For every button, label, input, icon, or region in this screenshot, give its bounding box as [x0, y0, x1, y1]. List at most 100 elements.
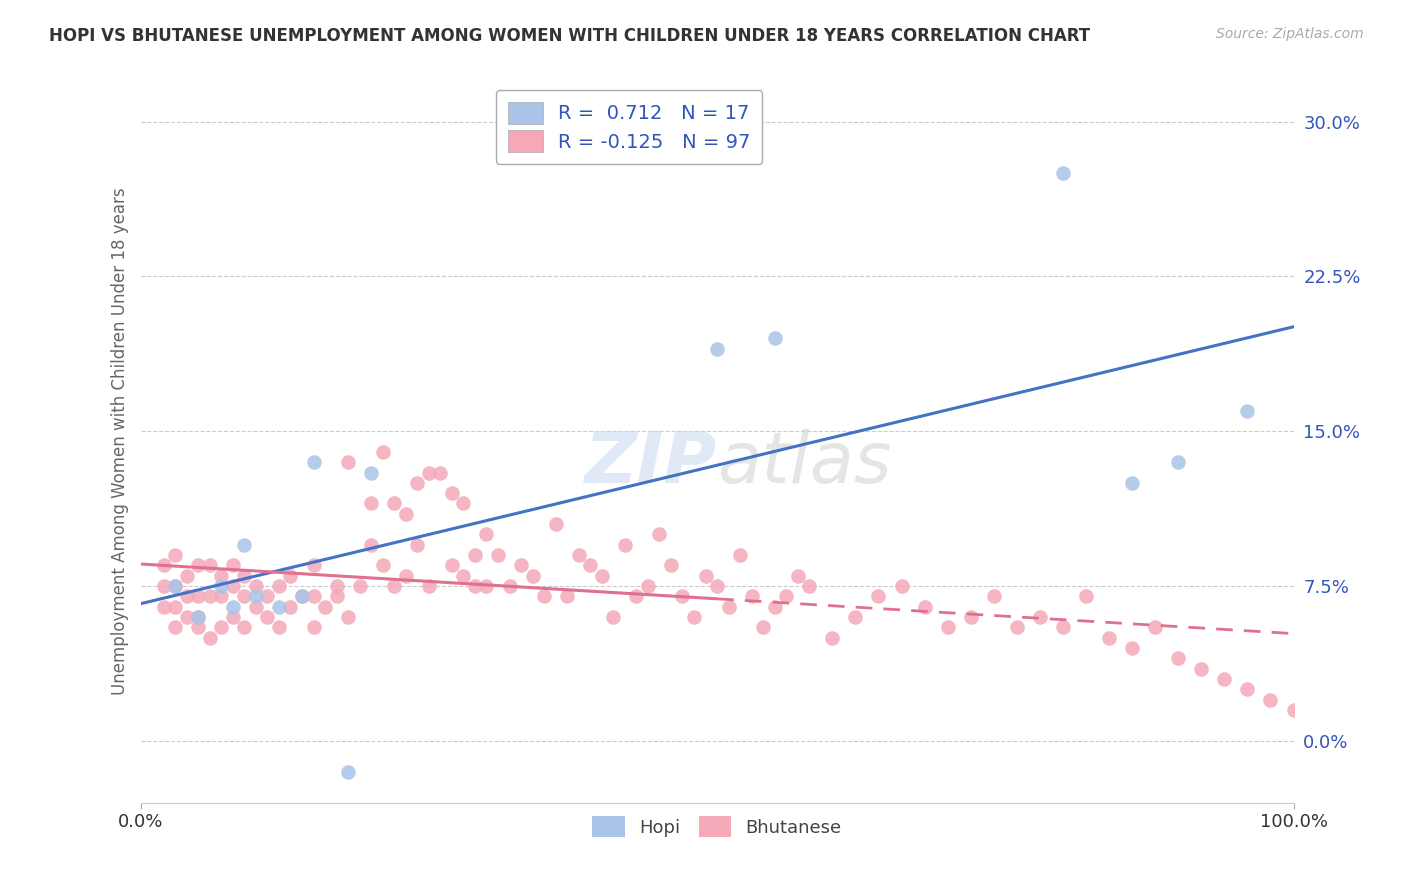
Point [187, 590, 209, 604]
Point [198, 590, 221, 604]
Point [486, 548, 509, 562]
Point [453, 568, 475, 582]
Point [382, 579, 405, 593]
Point [395, 568, 418, 582]
Point [165, 620, 187, 634]
Point [637, 579, 659, 593]
Point [222, 610, 245, 624]
Point [267, 599, 290, 614]
Point [626, 590, 648, 604]
Point [395, 507, 418, 521]
Point [233, 590, 256, 604]
Point [1144, 620, 1167, 634]
Point [429, 466, 451, 480]
Point [245, 599, 267, 614]
Point [475, 579, 498, 593]
Point [475, 527, 498, 541]
Point [464, 579, 486, 593]
Point [302, 455, 325, 469]
Point [440, 486, 463, 500]
Point [1052, 620, 1074, 634]
Point [406, 475, 429, 490]
Point [337, 764, 360, 779]
Point [1005, 620, 1028, 634]
Point [1236, 403, 1258, 417]
Point [209, 579, 232, 593]
Point [165, 599, 187, 614]
Point [176, 568, 198, 582]
Point [799, 579, 821, 593]
Point [280, 599, 302, 614]
Point [325, 590, 347, 604]
Point [267, 579, 290, 593]
Point [648, 527, 671, 541]
Point [209, 568, 232, 582]
Point [522, 568, 544, 582]
Point [498, 579, 520, 593]
Point [1052, 166, 1074, 180]
Point [187, 610, 209, 624]
Point [245, 590, 267, 604]
Point [1236, 682, 1258, 697]
Text: ZIP: ZIP [585, 429, 717, 498]
Point [198, 631, 221, 645]
Point [187, 610, 209, 624]
Point [568, 548, 591, 562]
Point [775, 590, 797, 604]
Point [360, 466, 382, 480]
Point [695, 568, 717, 582]
Point [579, 558, 602, 573]
Point [418, 579, 440, 593]
Point [453, 496, 475, 510]
Point [1260, 692, 1282, 706]
Point [406, 538, 429, 552]
Point [302, 558, 325, 573]
Point [613, 538, 636, 552]
Point [1167, 455, 1189, 469]
Point [1029, 610, 1052, 624]
Point [152, 558, 174, 573]
Point [233, 620, 256, 634]
Point [152, 599, 174, 614]
Point [176, 590, 198, 604]
Point [418, 466, 440, 480]
Point [337, 610, 360, 624]
Point [337, 455, 360, 469]
Point [302, 590, 325, 604]
Point [671, 590, 693, 604]
Point [233, 568, 256, 582]
Point [591, 568, 613, 582]
Point [1189, 662, 1212, 676]
Point [187, 620, 209, 634]
Point [176, 610, 198, 624]
Point [198, 558, 221, 573]
Point [533, 590, 555, 604]
Point [245, 579, 267, 593]
Text: atlas: atlas [717, 429, 891, 498]
Point [544, 517, 567, 532]
Point [555, 590, 578, 604]
Point [1213, 672, 1236, 686]
Point [510, 558, 533, 573]
Point [706, 579, 728, 593]
Point [256, 590, 278, 604]
Point [314, 599, 336, 614]
Point [844, 610, 866, 624]
Point [1074, 590, 1097, 604]
Point [256, 610, 278, 624]
Point [890, 579, 912, 593]
Point [1167, 651, 1189, 665]
Point [763, 331, 786, 345]
Point [717, 599, 740, 614]
Y-axis label: Unemployment Among Women with Children Under 18 years: Unemployment Among Women with Children U… [111, 187, 129, 696]
Point [165, 579, 187, 593]
Point [222, 579, 245, 593]
Point [983, 590, 1005, 604]
Point [602, 610, 624, 624]
Point [165, 548, 187, 562]
Point [706, 342, 728, 356]
Point [187, 558, 209, 573]
Point [1121, 640, 1143, 655]
Point [209, 590, 232, 604]
Point [659, 558, 682, 573]
